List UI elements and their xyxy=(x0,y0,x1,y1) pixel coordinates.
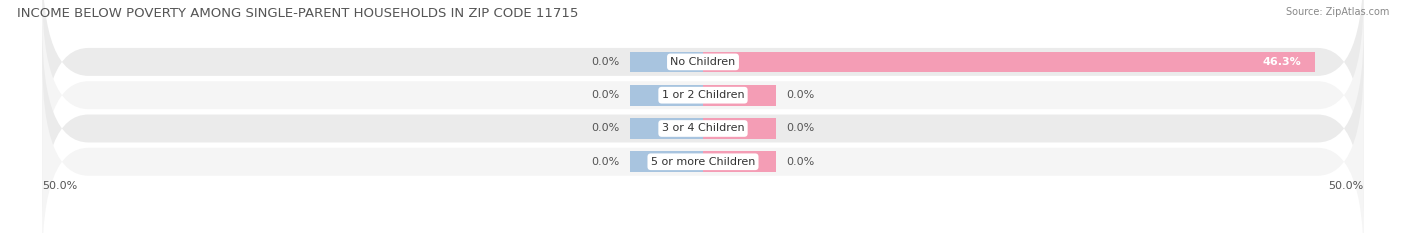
FancyBboxPatch shape xyxy=(42,26,1364,231)
Text: 46.3%: 46.3% xyxy=(1263,57,1302,67)
Bar xyxy=(703,85,776,106)
Text: 0.0%: 0.0% xyxy=(592,90,620,100)
Bar xyxy=(630,85,703,106)
FancyBboxPatch shape xyxy=(42,0,1364,198)
Text: INCOME BELOW POVERTY AMONG SINGLE-PARENT HOUSEHOLDS IN ZIP CODE 11715: INCOME BELOW POVERTY AMONG SINGLE-PARENT… xyxy=(17,7,578,20)
FancyBboxPatch shape xyxy=(42,0,1364,164)
Bar xyxy=(630,51,703,72)
FancyBboxPatch shape xyxy=(42,59,1364,233)
Text: 50.0%: 50.0% xyxy=(42,181,77,191)
Bar xyxy=(703,118,776,139)
Text: 3 or 4 Children: 3 or 4 Children xyxy=(662,123,744,134)
Bar xyxy=(630,118,703,139)
Text: 1 or 2 Children: 1 or 2 Children xyxy=(662,90,744,100)
Text: 0.0%: 0.0% xyxy=(592,157,620,167)
Text: No Children: No Children xyxy=(671,57,735,67)
Bar xyxy=(703,51,1315,72)
Text: 0.0%: 0.0% xyxy=(592,57,620,67)
Legend: Single Father, Single Mother: Single Father, Single Mother xyxy=(596,229,810,233)
Text: 5 or more Children: 5 or more Children xyxy=(651,157,755,167)
Text: 50.0%: 50.0% xyxy=(1329,181,1364,191)
Text: Source: ZipAtlas.com: Source: ZipAtlas.com xyxy=(1285,7,1389,17)
Bar xyxy=(630,151,703,172)
Bar xyxy=(703,151,776,172)
Text: 0.0%: 0.0% xyxy=(786,157,814,167)
Text: 0.0%: 0.0% xyxy=(786,90,814,100)
Text: 0.0%: 0.0% xyxy=(592,123,620,134)
Text: 0.0%: 0.0% xyxy=(786,123,814,134)
